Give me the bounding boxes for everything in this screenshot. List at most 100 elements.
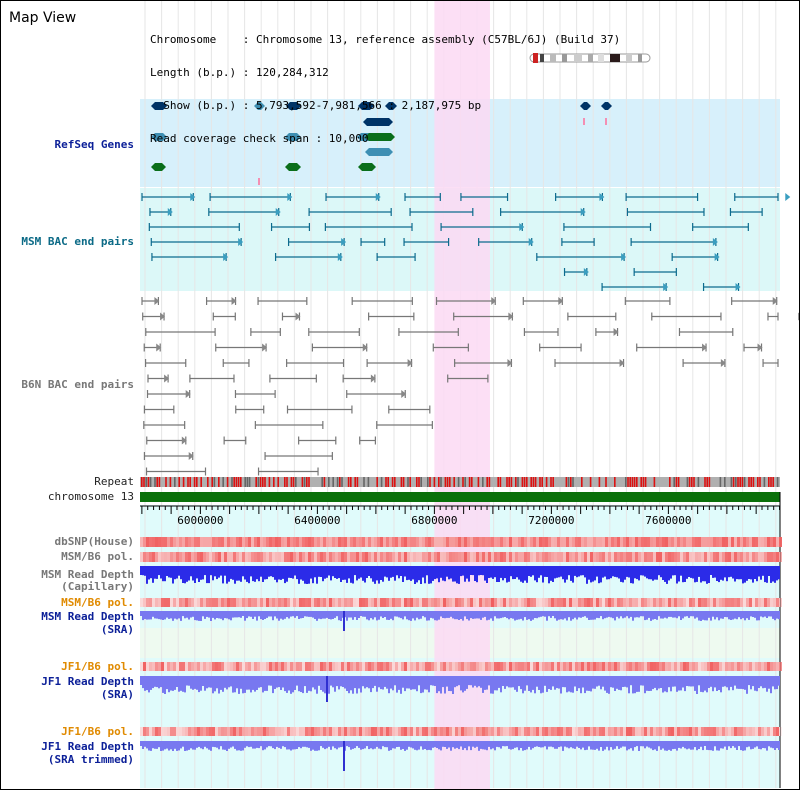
heat-cell [623, 662, 626, 671]
ideogram-band [626, 54, 632, 62]
heat-cell [779, 598, 782, 607]
label-jf1-depth-trimmed[interactable]: JF1 Read Depth [41, 740, 134, 753]
heat-cell [170, 598, 173, 607]
depth-bar [696, 741, 698, 751]
depth-bar [190, 676, 192, 689]
depth-bar [360, 566, 362, 578]
label-dbsnp[interactable]: dbSNP(House) [54, 535, 134, 548]
depth-bar [280, 566, 282, 580]
label-jf1-pol[interactable]: JF1/B6 pol. [61, 660, 134, 673]
depth-bar [302, 611, 304, 618]
depth-bar [234, 676, 236, 693]
heat-cell [341, 662, 344, 671]
heat-cell [677, 552, 680, 562]
label-b6n-bac[interactable]: B6N BAC end pairs [21, 378, 134, 391]
depth-bar [646, 676, 648, 691]
repeat-track[interactable] [140, 477, 780, 487]
depth-bar [642, 611, 644, 617]
gene-feature [289, 133, 297, 141]
heat-cell [335, 537, 338, 547]
depth-bar [378, 611, 380, 620]
read-depth-tracks[interactable] [140, 566, 780, 771]
label-msm-b6-pol[interactable]: MSM/B6 pol. [61, 550, 134, 563]
heat-cell [347, 727, 350, 736]
heat-cell [341, 552, 344, 562]
heat-cell [470, 598, 473, 607]
label-jf1-depth-trimmed-sub[interactable]: (SRA trimmed) [47, 753, 134, 766]
label-msm-bac[interactable]: MSM BAC end pairs [21, 235, 134, 248]
label-msm-depth-sra[interactable]: MSM Read Depth [41, 610, 134, 623]
heat-cell [665, 552, 668, 562]
label-msm-depth-capillary[interactable]: MSM Read Depth [41, 568, 134, 581]
depth-bar [588, 741, 590, 747]
label-jf1-depth-sra-sub[interactable]: (SRA) [100, 688, 134, 701]
heat-cell [239, 552, 242, 562]
heat-cell [422, 662, 425, 671]
gene-arrow [151, 102, 167, 110]
heat-cell [284, 537, 287, 547]
heat-cell [347, 537, 350, 547]
depth-bar [510, 611, 512, 619]
repeat-element [193, 477, 196, 487]
depth-bar [340, 676, 342, 687]
depth-bar [346, 676, 348, 691]
depth-bar [174, 676, 176, 690]
ideogram-band [588, 54, 593, 62]
b6n-bac-track[interactable] [141, 297, 800, 476]
depth-bar [550, 611, 552, 618]
heat-cell [500, 537, 503, 547]
depth-bar [768, 741, 770, 747]
label-chromosome[interactable]: chromosome 13 [47, 490, 134, 503]
heat-cell [458, 537, 461, 547]
depth-bar [194, 566, 196, 583]
refseq-genes-track[interactable] [151, 102, 612, 185]
depth-bar [576, 741, 578, 747]
depth-bar [278, 676, 280, 688]
heat-cell [647, 598, 650, 607]
heat-cell [509, 537, 512, 547]
chromosome-ideogram[interactable] [526, 50, 656, 66]
label-msm-b6-pol-2[interactable]: MSM/B6 pol. [61, 596, 134, 609]
heat-cell [569, 537, 572, 547]
label-refseq-genes[interactable]: RefSeq Genes [54, 138, 134, 151]
depth-bar [638, 566, 640, 581]
depth-bar [534, 566, 536, 581]
label-msm-depth-sra-sub[interactable]: (SRA) [100, 623, 134, 636]
depth-bar [750, 566, 752, 580]
heat-cell [644, 598, 647, 607]
depth-bar [332, 611, 334, 619]
heat-cell [617, 598, 620, 607]
depth-bar [726, 741, 728, 750]
depth-bar [318, 566, 320, 577]
msm-bac-track[interactable] [141, 193, 791, 291]
label-repeat[interactable]: Repeat [94, 475, 134, 488]
heat-cell [722, 537, 725, 547]
depth-bar [228, 741, 230, 749]
depth-bar [682, 611, 684, 619]
heat-cell [677, 598, 680, 607]
heat-cell [194, 727, 197, 736]
heat-cell [320, 662, 323, 671]
heat-cell [335, 552, 338, 562]
depth-bar [732, 741, 734, 747]
chromosome-bar[interactable] [140, 492, 780, 502]
selection-highlight[interactable] [434, 0, 490, 790]
label-msm-depth-capillary-sub[interactable]: (Capillary) [61, 580, 134, 593]
depth-bar [760, 611, 762, 617]
heat-cell [377, 598, 380, 607]
heat-cell [674, 598, 677, 607]
depth-bar [142, 741, 144, 749]
depth-bar [418, 566, 420, 581]
depth-bar [286, 611, 288, 618]
label-jf1-pol-2[interactable]: JF1/B6 pol. [61, 725, 134, 738]
heat-cell [437, 662, 440, 671]
heat-cell [368, 727, 371, 736]
heat-cell [419, 598, 422, 607]
heat-cell [479, 727, 482, 736]
polymorphism-heat-tracks[interactable] [140, 537, 782, 736]
depth-bar [528, 566, 530, 576]
heat-cell [710, 727, 713, 736]
depth-bar [722, 566, 724, 581]
depth-bar [260, 566, 262, 577]
label-jf1-depth-sra[interactable]: JF1 Read Depth [41, 675, 134, 688]
